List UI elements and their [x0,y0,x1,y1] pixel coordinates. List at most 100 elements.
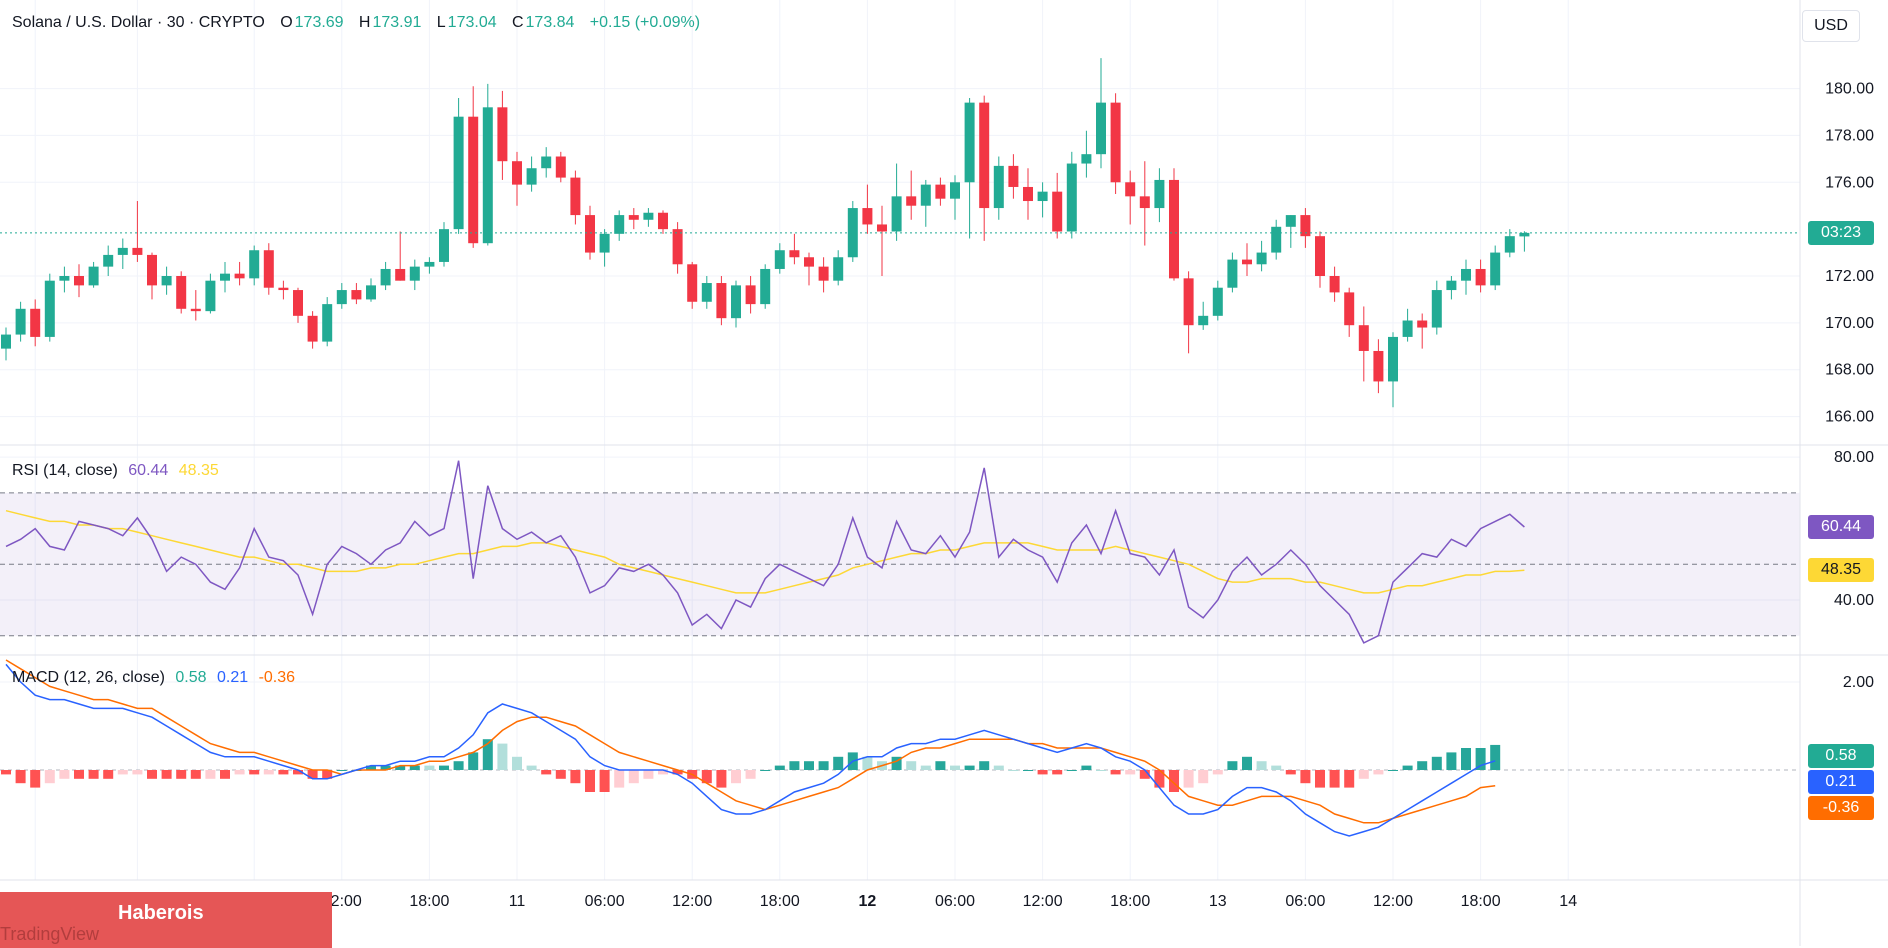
macd-hist-bar [409,765,420,770]
low-label: L [436,14,446,31]
macd-hist-bar [920,765,931,770]
candle-body [1081,154,1092,164]
rsi-ma-tag: 48.35 [1808,558,1874,583]
candle-body [731,285,741,319]
macd-line-tag: 0.21 [1808,770,1874,794]
symbol-title[interactable]: Solana / U.S. Dollar · 30 · CRYPTO [12,14,265,31]
time-tick-label: 18:00 [1461,893,1501,910]
macd-hist-bar [1198,770,1209,784]
macd-hist-bar [176,770,187,779]
time-tick-label: 14 [1559,893,1577,910]
candle-body [468,116,479,244]
time-tick-label: 12:00 [672,893,712,910]
macd-hist-bar [103,770,114,779]
macd-hist-bar [1096,770,1106,771]
macd-hist-bar [44,770,55,784]
candle-body [774,250,785,269]
grid-lines [0,0,1800,880]
candle-body [920,184,931,206]
macd-hist-bar [380,765,391,770]
candle-body [336,290,347,305]
candle-body [453,116,464,230]
macd-hist-bar [731,770,741,784]
macd-hist-bar [1183,770,1194,788]
candle-body [526,168,537,185]
time-tick-label: 12:00 [1023,893,1063,910]
macd-hist-bar [599,770,610,792]
candle-body [555,156,566,178]
macd-hist-bar [234,770,245,775]
macd-hist-bar [1212,770,1223,775]
candle-body [1344,292,1355,326]
brand-name: Haberois [118,902,204,924]
macd-hist-bar [906,761,917,770]
candle-body [1431,290,1442,328]
candle-body [278,287,289,291]
macd-hist-bar [132,770,143,775]
macd-hist-bar [30,770,41,788]
macd-hist-bar [512,756,522,770]
macd-pane[interactable] [0,659,1800,837]
candle-body [1285,215,1296,227]
candle-body [15,308,26,335]
candle-body [1504,236,1515,253]
macd-legend[interactable]: MACD (12, 26, close) 0.58 0.21 -0.36 [12,668,295,688]
macd-hist-bar [833,756,844,770]
candle-body [1315,236,1325,276]
price-tick-label: 166.00 [1825,409,1874,426]
close-label: C [511,14,524,31]
macd-hist-bar [1139,770,1150,779]
rsi-legend[interactable]: RSI (14, close) 60.44 48.35 [12,461,219,481]
macd-hist-bar [263,770,274,775]
candle-body [804,257,814,267]
macd-hist-bar [468,752,479,770]
macd-hist-bar [891,756,902,770]
macd-hist-bar [701,770,712,784]
macd-hist-bar [658,770,668,775]
candle-body [1358,325,1369,351]
candle-body [1023,186,1033,202]
macd-hist-bar [628,770,639,784]
candle-body [1242,259,1252,265]
candle-body [220,273,230,281]
candle-body [1139,196,1150,209]
macd-hist-bar [1052,770,1063,775]
macd-hist-bar [1402,765,1413,770]
candle-body [293,290,303,316]
time-tick-label: 12:00 [1373,893,1413,910]
macd-hist-bar [1329,770,1340,788]
macd-hist-bar [1461,748,1471,770]
candle-body [658,212,668,230]
candle-body [176,276,187,309]
macd-hist-bar [1256,761,1267,770]
candle-body [74,276,84,286]
macd-line [5,663,1496,837]
candle-body [1096,102,1106,155]
macd-hist-bar [117,770,128,775]
macd-signal-value: -0.36 [258,669,296,686]
macd-hist-bar [1315,770,1325,788]
macd-hist-bar [482,739,493,770]
high-label: H [358,14,371,31]
time-tick-label: 18:00 [760,893,800,910]
candle-body [190,308,201,312]
candle-body [424,261,435,267]
macd-hist-bar [789,761,800,770]
candlestick-series[interactable] [1,58,1530,408]
macd-hist-bar [147,770,157,779]
macd-hist-bar [336,770,347,771]
macd-hist-bar [366,765,376,770]
rsi-line [5,460,1525,644]
price-axis[interactable]: 180.00 178.00 176.00 172.00 170.00 168.00 166.… [1825,81,1874,691]
macd-hist-bar [1388,770,1398,771]
candle-body [351,290,362,300]
brand-banner: Haberois TradingView [0,892,332,948]
candle-body [1183,278,1194,326]
rsi-ma-line [5,509,1525,594]
currency-button[interactable]: USD [1802,10,1860,42]
rsi-pane[interactable] [5,460,1525,644]
candle-body [716,283,727,319]
macd-hist-bar [1417,761,1428,770]
